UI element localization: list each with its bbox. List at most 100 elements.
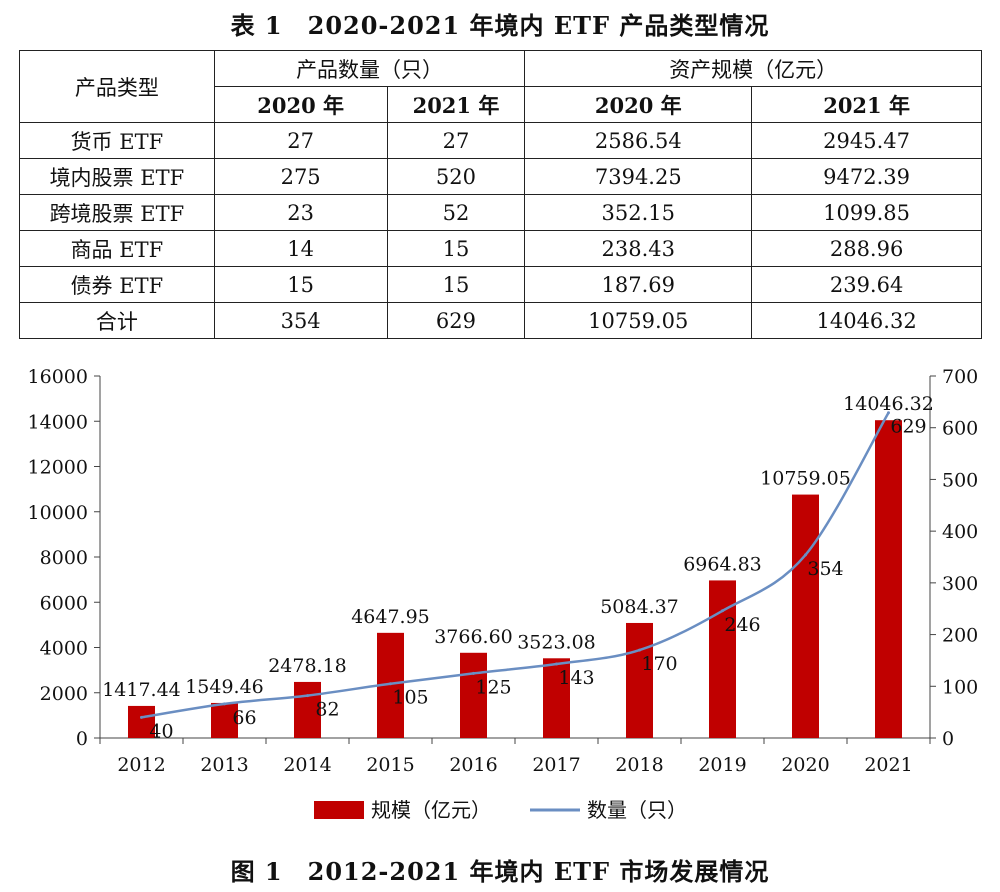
- line-data-label: 40: [149, 720, 173, 742]
- cell: 520: [386, 158, 526, 195]
- line-data-label: 143: [558, 667, 594, 689]
- y-left-tick-label: 4000: [40, 638, 88, 660]
- y-left-tick-label: 2000: [40, 683, 88, 705]
- bar-data-label: 4647.95: [351, 606, 430, 628]
- cell: 275: [213, 158, 388, 195]
- count-series-line: [141, 412, 890, 719]
- cell: 187.69: [524, 266, 753, 303]
- bar-data-label: 5084.37: [600, 596, 679, 618]
- cell: 27: [386, 122, 526, 159]
- x-tick-label: 2021: [864, 754, 912, 776]
- bar: [875, 420, 902, 738]
- row-type: 合计: [19, 302, 215, 339]
- header-year: 2020 年: [524, 86, 753, 123]
- header-asset-size: 资产规模（亿元）: [524, 50, 982, 87]
- legend-bar-label: 规模（亿元）: [371, 798, 491, 822]
- legend-line-label: 数量（只）: [587, 798, 687, 822]
- etf-type-table: 产品类型 产品数量（只） 资产规模（亿元） 2020 年 2021 年 2020…: [19, 50, 982, 339]
- count-point: [472, 671, 475, 675]
- line-data-label: 354: [807, 558, 843, 580]
- cell: 354: [213, 302, 388, 339]
- cell: 2586.54: [524, 122, 753, 159]
- line-data-label: 629: [890, 416, 926, 438]
- table-row: 境内股票 ETF 275 520 7394.25 9472.39: [19, 158, 982, 195]
- y-right-tick-label: 400: [942, 521, 978, 543]
- cell: 2945.47: [751, 122, 982, 159]
- line-data-label: 246: [724, 614, 760, 636]
- cell: 7394.25: [524, 158, 753, 195]
- table-row-total: 合计 354 629 10759.05 14046.32: [19, 302, 982, 339]
- cell: 14: [213, 230, 388, 267]
- count-point: [306, 694, 309, 698]
- count-point: [887, 411, 890, 415]
- x-tick-label: 2019: [698, 754, 746, 776]
- cell: 629: [386, 302, 526, 339]
- bar-data-label: 3766.60: [434, 626, 513, 648]
- count-point: [223, 702, 226, 706]
- y-right-tick-label: 300: [942, 573, 978, 595]
- bar-data-label: 1417.44: [102, 679, 181, 701]
- x-tick-label: 2020: [781, 754, 829, 776]
- header-product-type: 产品类型: [19, 50, 215, 123]
- cell: 15: [386, 230, 526, 267]
- bar-data-label: 1549.46: [185, 676, 264, 698]
- line-data-label: 170: [641, 653, 677, 675]
- count-point: [638, 648, 641, 652]
- count-point: [721, 609, 724, 613]
- cell: 15: [386, 266, 526, 303]
- header-year: 2021 年: [386, 86, 526, 123]
- y-right-tick-label: 100: [942, 676, 978, 698]
- legend-bar-swatch: [314, 801, 364, 819]
- cell: 239.64: [751, 266, 982, 303]
- etf-market-chart: 0 2000 4000 6000 8000 10000 12000 14000 16000 0 10…: [28, 366, 979, 822]
- x-tick-label: 2018: [615, 754, 663, 776]
- cell: 52: [386, 194, 526, 231]
- y-right-tick-label: 500: [942, 469, 978, 491]
- x-tick-label: 2016: [449, 754, 497, 776]
- table-title: 表 1 2020-2021 年境内 ETF 产品类型情况: [230, 11, 770, 40]
- cell: 27: [213, 122, 388, 159]
- row-type: 货币 ETF: [19, 122, 215, 159]
- cell: 23: [213, 194, 388, 231]
- line-data-label: 66: [232, 707, 256, 729]
- cell: 15: [213, 266, 388, 303]
- y-left-tick-label: 16000: [28, 366, 88, 388]
- table-row: 债券 ETF 15 15 187.69 239.64: [19, 266, 982, 303]
- y-left-tick-label: 12000: [28, 457, 88, 479]
- bar-data-label: 14046.32: [843, 393, 934, 415]
- cell: 288.96: [751, 230, 982, 267]
- bar-data-label: 3523.08: [517, 631, 596, 653]
- x-tick-label: 2017: [532, 754, 580, 776]
- bar: [128, 705, 155, 738]
- count-point: [555, 662, 558, 666]
- y-left-tick-label: 14000: [28, 411, 88, 433]
- cell: 10759.05: [524, 302, 753, 339]
- cell: 352.15: [524, 194, 753, 231]
- x-tick-label: 2014: [283, 754, 331, 776]
- row-type: 跨境股票 ETF: [19, 194, 215, 231]
- count-point: [804, 553, 807, 557]
- line-data-label: 125: [475, 676, 511, 698]
- count-point: [140, 715, 143, 719]
- bar-data-label: 10759.05: [760, 468, 851, 490]
- bar: [294, 681, 321, 738]
- bar: [709, 580, 736, 738]
- bar: [626, 622, 653, 738]
- figure-title: 图 1 2012-2021 年境内 ETF 市场发展情况: [230, 857, 770, 886]
- table-row: 货币 ETF 27 27 2586.54 2945.47: [19, 122, 982, 159]
- y-right-tick-label: 200: [942, 625, 978, 647]
- y-right-tick-label: 700: [942, 366, 978, 388]
- header-year: 2020 年: [213, 86, 388, 123]
- cell: 14046.32: [751, 302, 982, 339]
- bar: [211, 702, 238, 738]
- row-type: 商品 ETF: [19, 230, 215, 267]
- table-row: 跨境股票 ETF 23 52 352.15 1099.85: [19, 194, 982, 231]
- bar: [543, 658, 570, 738]
- header-product-count: 产品数量（只）: [213, 50, 526, 87]
- y-left-tick-label: 6000: [40, 592, 88, 614]
- y-left-tick-label: 0: [76, 728, 88, 750]
- cell: 1099.85: [751, 194, 982, 231]
- header-year: 2021 年: [751, 86, 982, 123]
- x-tick-label: 2012: [117, 754, 165, 776]
- table-row: 商品 ETF 14 15 238.43 288.96: [19, 230, 982, 267]
